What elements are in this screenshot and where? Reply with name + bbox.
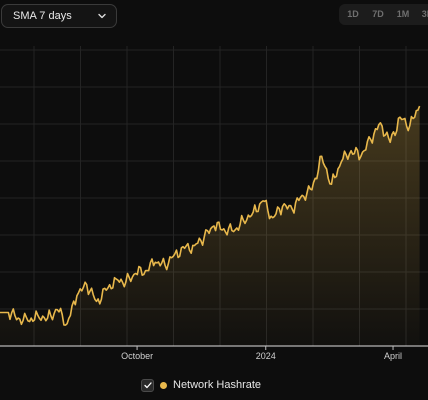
x-tick-label: 2024 — [256, 351, 276, 361]
chart-legend: Network Hashrate — [141, 377, 261, 393]
x-axis-ticks: October 2024 April — [121, 346, 402, 361]
dropdown-label: SMA 7 days — [13, 10, 72, 22]
range-button-3m[interactable]: 3M — [421, 9, 428, 19]
x-tick-label: April — [384, 351, 402, 361]
sma-period-dropdown[interactable]: SMA 7 days — [1, 4, 117, 28]
legend-label: Network Hashrate — [173, 379, 262, 391]
legend-toggle-checkbox[interactable] — [141, 378, 154, 392]
series-line-network-hashrate — [0, 105, 421, 326]
x-tick-label: October — [121, 351, 153, 361]
series-area — [0, 106, 420, 346]
chevron-down-icon — [98, 13, 106, 19]
chart-svg: October 2024 April — [0, 46, 428, 361]
hashrate-chart: October 2024 April — [0, 38, 428, 368]
check-icon — [143, 381, 152, 388]
time-range-selector: 1D 7D 1M 3M — [339, 4, 428, 25]
legend-color-dot — [160, 381, 167, 389]
range-button-1m[interactable]: 1M — [396, 9, 410, 19]
range-button-7d[interactable]: 7D — [372, 9, 384, 19]
range-button-1d[interactable]: 1D — [347, 9, 359, 19]
